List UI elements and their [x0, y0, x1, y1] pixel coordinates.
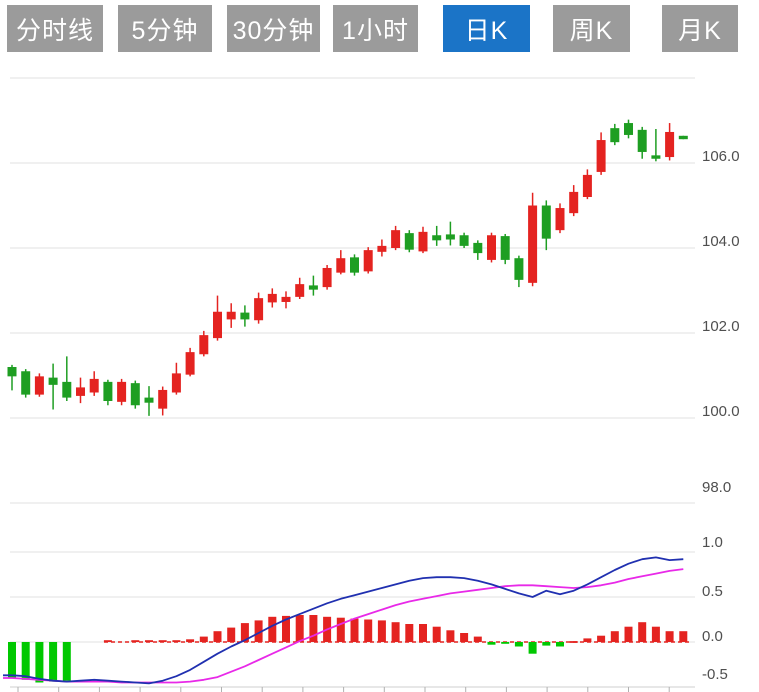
macd-axis-label: 1.0 — [702, 534, 723, 551]
tab-5min[interactable]: 5分钟 — [118, 5, 212, 52]
macd-axis-label: 0.5 — [702, 583, 723, 600]
candlesticks — [7, 119, 688, 416]
x-axis-ticks — [17, 687, 670, 692]
macd-axis-label: -0.5 — [702, 666, 728, 683]
macd-axis-label: 0.0 — [702, 628, 723, 645]
tab-daily-k[interactable]: 日K — [443, 5, 530, 52]
tab-30min[interactable]: 30分钟 — [227, 5, 320, 52]
price-gridlines — [10, 77, 695, 504]
price-axis-label: 106.0 — [702, 148, 740, 165]
price-axis-label: 100.0 — [702, 403, 740, 420]
tab-weekly-k[interactable]: 周K — [553, 5, 630, 52]
macd-histogram — [8, 615, 688, 683]
tab-timeline[interactable]: 分时线 — [7, 5, 103, 52]
price-axis-label: 104.0 — [702, 233, 740, 250]
price-axis-label: 98.0 — [702, 479, 732, 496]
period-tabbar: 分时线 5分钟 30分钟 1小时 日K 周K 月K — [0, 0, 759, 58]
tab-monthly-k[interactable]: 月K — [662, 5, 738, 52]
tab-1hour[interactable]: 1小时 — [333, 5, 418, 52]
dif-line — [3, 556, 684, 685]
price-axis-label: 102.0 — [702, 318, 740, 335]
